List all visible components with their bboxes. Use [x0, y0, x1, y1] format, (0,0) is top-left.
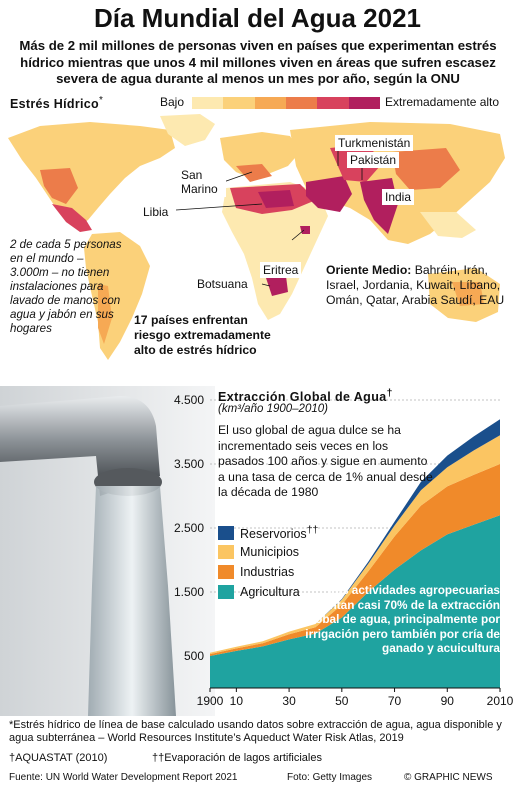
- label-eritrea: Eritrea: [260, 262, 302, 278]
- swatch-industrias: [218, 565, 234, 579]
- scale-step-4: [285, 97, 318, 109]
- swatch-municipios: [218, 545, 234, 559]
- scale-step-6: [348, 97, 380, 109]
- label-pakistan: Pakistán: [347, 152, 400, 168]
- legend-label-industrias: Industrias: [240, 565, 295, 579]
- eritrea-stress: [300, 226, 310, 234]
- label-turkmenistan: Turkmenistán: [335, 135, 414, 151]
- legend-reservorios: Reservorios††: [218, 525, 318, 541]
- chart-x-ticks: 1900 10 30 50 70 90 2010: [197, 687, 514, 708]
- label-san-marino: San Marino: [178, 167, 226, 197]
- y-tick-label: 4.500: [174, 393, 204, 407]
- y-tick-label: 500: [184, 649, 204, 663]
- area-industrias: [210, 464, 500, 656]
- africa-shape: [222, 182, 328, 320]
- legend-high-label: Extremadamente alto: [385, 95, 500, 109]
- scale-step-5: [317, 97, 349, 109]
- middle-east-stress: [306, 176, 352, 212]
- footnote-evaporacion: ††Evaporación de lagos artificiales: [152, 752, 322, 764]
- x-tick-label: 2010: [487, 694, 514, 708]
- agriculture-note: Las actividades agropecuarias representa…: [286, 583, 500, 655]
- brand-credit: © GRAPHIC NEWS: [404, 772, 493, 783]
- legend-label-agricultura: Agricultura: [240, 585, 300, 599]
- area-reservorios: [210, 419, 500, 653]
- libya-leader: [175, 203, 263, 211]
- reservorios-mark: ††: [306, 525, 319, 536]
- footnote-aquastat: †AQUASTAT (2010): [9, 752, 108, 764]
- chart-areas: [210, 419, 500, 688]
- chart-y-ticks: 500 1.500 2.500 3.500 4.500: [174, 393, 204, 663]
- chart-title-text: Extracción Global de Agua: [218, 390, 387, 405]
- usa-west-stress: [40, 168, 78, 204]
- se-asia-shape: [420, 212, 476, 238]
- water-stress-world-map: [8, 114, 505, 360]
- page-subtitle: Más de 2 mil millones de personas viven …: [19, 38, 497, 86]
- handwashing-note: 2 de cada 5 personas en el mundo – 3.000…: [10, 238, 122, 335]
- water-tap-photo: [0, 386, 215, 716]
- chart-title: Extracción Global de Agua†: [218, 388, 393, 404]
- eritrea-leader: [291, 229, 305, 241]
- y-tick-label: 3.500: [174, 457, 204, 471]
- x-tick-label: 50: [335, 694, 349, 708]
- south-america-west-stress: [98, 284, 112, 344]
- swatch-reservorios: [218, 526, 234, 541]
- legend-title-mark: *: [98, 95, 104, 106]
- reservorios-text: Reservorios: [240, 527, 307, 542]
- area-municipios: [210, 435, 500, 655]
- australia-stress: [452, 282, 484, 306]
- botswana-stress: [266, 276, 288, 296]
- legend-label-reservorios: Reservorios††: [240, 525, 318, 541]
- legend-municipios: Municipios: [218, 545, 299, 559]
- china-stress: [392, 148, 460, 190]
- mexico-shape: [52, 204, 92, 232]
- legend-industrias: Industrias: [218, 565, 294, 579]
- scale-step-2: [223, 97, 255, 109]
- page-title: Día Mundial del Agua 2021: [93, 3, 421, 33]
- x-tick-label: 90: [441, 694, 455, 708]
- legend-low-label: Bajo: [160, 95, 185, 109]
- x-tick-label: 10: [230, 694, 244, 708]
- x-tick-label: 30: [282, 694, 296, 708]
- photo-credit: Foto: Getty Images: [287, 772, 373, 783]
- middle-east-title: Oriente Medio:: [326, 263, 412, 277]
- middle-east-note: Oriente Medio: Bahréin, Irán, Israel, Jo…: [326, 263, 511, 308]
- source-credit: Fuente: UN World Water Development Repor…: [9, 772, 238, 783]
- scale-step-1: [192, 97, 224, 109]
- y-tick-label: 2.500: [174, 521, 204, 535]
- botsuana-leader: [261, 283, 271, 287]
- label-libia: Libia: [140, 204, 172, 220]
- scale-step-3: [254, 97, 286, 109]
- y-tick-label: 1.500: [174, 585, 204, 599]
- footnote-stress: *Estrés hídrico de línea de base calcula…: [9, 719, 502, 744]
- legend-title-text: Estrés Hídrico: [10, 97, 99, 112]
- chart-title-mark: †: [386, 388, 393, 399]
- x-tick-label: 70: [388, 694, 402, 708]
- legend-label-municipios: Municipios: [240, 545, 300, 559]
- label-india: India: [382, 189, 415, 205]
- stress-color-scale: [192, 97, 380, 109]
- greenland-shape: [160, 114, 215, 146]
- x-tick-label: 1900: [197, 694, 224, 708]
- middle-east-list: Bahréin, Irán, Israel, Jordania, Kuwait,…: [326, 263, 505, 307]
- north-america-shape: [8, 122, 175, 228]
- swatch-agricultura: [218, 585, 234, 599]
- water-stress-legend-title: Estrés Hídrico*: [10, 95, 103, 111]
- label-botsuana: Botsuana: [194, 276, 251, 292]
- extreme-risk-note: 17 países enfrentan riesgo extremadament…: [134, 313, 271, 357]
- libya-stress: [258, 190, 294, 208]
- southern-europe-stress: [236, 164, 272, 182]
- chart-subtitle: (km³/año 1900–2010): [218, 403, 328, 415]
- chart-description: El uso global de agua dulce se ha increm…: [218, 423, 433, 499]
- legend-agricultura: Agricultura: [218, 585, 300, 599]
- area-agricultura: [210, 515, 500, 688]
- water-stream: [88, 486, 176, 716]
